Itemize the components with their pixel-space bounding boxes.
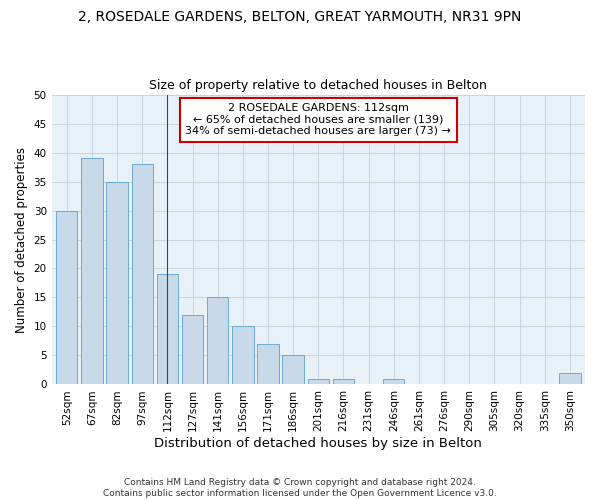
X-axis label: Distribution of detached houses by size in Belton: Distribution of detached houses by size …	[154, 437, 482, 450]
Bar	[257, 344, 279, 385]
Bar	[131, 164, 153, 384]
Title: Size of property relative to detached houses in Belton: Size of property relative to detached ho…	[149, 79, 487, 92]
Text: Contains HM Land Registry data © Crown copyright and database right 2024.
Contai: Contains HM Land Registry data © Crown c…	[103, 478, 497, 498]
Bar	[106, 182, 128, 384]
Text: 2, ROSEDALE GARDENS, BELTON, GREAT YARMOUTH, NR31 9PN: 2, ROSEDALE GARDENS, BELTON, GREAT YARMO…	[79, 10, 521, 24]
Bar	[559, 373, 581, 384]
Bar	[333, 378, 354, 384]
Bar	[232, 326, 254, 384]
Bar	[157, 274, 178, 384]
Y-axis label: Number of detached properties: Number of detached properties	[15, 146, 28, 332]
Text: 2 ROSEDALE GARDENS: 112sqm
← 65% of detached houses are smaller (139)
34% of sem: 2 ROSEDALE GARDENS: 112sqm ← 65% of deta…	[185, 104, 451, 136]
Bar	[283, 356, 304, 384]
Bar	[182, 315, 203, 384]
Bar	[308, 378, 329, 384]
Bar	[383, 378, 404, 384]
Bar	[56, 210, 77, 384]
Bar	[81, 158, 103, 384]
Bar	[207, 298, 229, 384]
